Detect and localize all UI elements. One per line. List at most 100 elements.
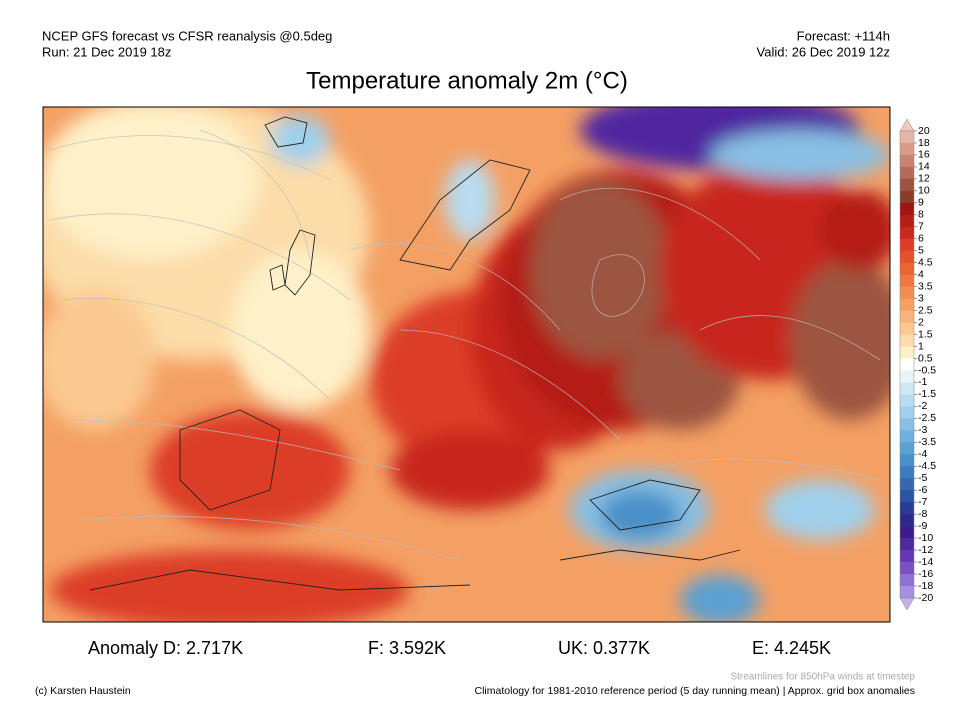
colorbar-label: 18: [918, 137, 930, 149]
colorbar-band: [900, 502, 914, 515]
colorbar-label: 14: [918, 161, 930, 173]
colorbar-triangle: [899, 597, 915, 611]
colorbar-label: -1.5: [918, 388, 936, 400]
colorbar-label: 1.5: [918, 328, 933, 340]
colorbar-label: 3: [918, 292, 924, 304]
colorbar-label: -12: [918, 544, 933, 556]
colorbar-band: [900, 538, 914, 551]
colorbar-label: -18: [918, 580, 933, 592]
colorbar-band: [900, 214, 914, 228]
streamlines-note: Streamlines for 850hPa winds at timestep: [730, 672, 915, 683]
colorbar-label: -2.5: [918, 412, 936, 424]
colorbar-label: -4.5: [918, 460, 936, 472]
colorbar-band: [900, 550, 914, 563]
colorbar-band: [900, 154, 914, 168]
colorbar-band: [900, 310, 914, 323]
colorbar-label: -10: [918, 532, 933, 544]
colorbar-band: [900, 514, 914, 527]
colorbar: 201816141210987654.543.532.521.510.5-0.5…: [899, 118, 936, 611]
colorbar-band: [900, 382, 914, 395]
colorbar-band: [900, 442, 914, 455]
colorbar-band: [900, 202, 914, 216]
colorbar-label: 8: [918, 209, 924, 221]
colorbar-label: -2: [918, 400, 927, 412]
colorbar-label: -6: [918, 484, 927, 496]
colorbar-label: 2.5: [918, 304, 933, 316]
colorbar-label: -9: [918, 520, 927, 532]
copyright: (c) Karsten Haustein: [35, 685, 131, 697]
anomaly-spain: E: 4.245K: [752, 638, 831, 658]
colorbar-frame: [899, 130, 915, 599]
map-frame: [42, 106, 891, 623]
colorbar-label: 4.5: [918, 256, 933, 268]
colorbar-band: [900, 190, 914, 204]
colorbar-band: [900, 286, 914, 299]
colorbar-label: 0.5: [918, 352, 933, 364]
colorbar-band: [900, 418, 914, 431]
colorbar-band: [900, 262, 914, 275]
colorbar-band: [900, 131, 914, 144]
anomaly-france: F: 3.592K: [368, 638, 446, 658]
colorbar-label: 4: [918, 268, 924, 280]
colorbar-label: 12: [918, 173, 930, 185]
colorbar-band: [900, 526, 914, 539]
colorbar-label: -3.5: [918, 436, 936, 448]
header-valid: Valid: 26 Dec 2019 12z: [757, 44, 890, 59]
colorbar-band: [900, 586, 914, 599]
colorbar-label: 6: [918, 233, 924, 245]
anomaly-uk: UK: 0.377K: [558, 638, 650, 658]
colorbar-label: -7: [918, 496, 927, 508]
map: [43, 107, 890, 622]
colorbar-label: -5: [918, 472, 927, 484]
colorbar-label: -16: [918, 568, 933, 580]
coastlines: [89, 116, 741, 591]
colorbar-band: [900, 298, 914, 311]
colorbar-label: -3: [918, 424, 927, 436]
colorbar-band: [900, 394, 914, 407]
colorbar-label: -4: [918, 448, 927, 460]
colorbar-band: [900, 370, 914, 383]
colorbar-triangle: [899, 118, 915, 132]
colorbar-band: [900, 490, 914, 503]
colorbar-label: -0.5: [918, 364, 936, 376]
anomaly-field: [43, 107, 890, 622]
colorbar-band: [900, 274, 914, 287]
climatology-note: Climatology for 1981-2010 reference peri…: [475, 685, 915, 697]
colorbar-label: 7: [918, 221, 924, 233]
map-title: Temperature anomaly 2m (°C): [306, 67, 628, 94]
colorbar-band: [900, 226, 914, 240]
header-forecast: Forecast: +114h: [797, 28, 890, 43]
colorbar-band: [900, 142, 914, 156]
colorbar-band: [900, 334, 914, 347]
colorbar-band: [900, 178, 914, 192]
colorbar-band: [900, 346, 914, 359]
colorbar-band: [900, 250, 914, 264]
colorbar-band: [900, 322, 914, 335]
colorbar-band: [900, 478, 914, 491]
colorbar-label: -20: [918, 592, 933, 604]
colorbar-label: 5: [918, 245, 924, 257]
colorbar-label: -14: [918, 556, 933, 568]
header-model: NCEP GFS forecast vs CFSR reanalysis @0.…: [42, 28, 332, 43]
colorbar-band: [900, 238, 914, 252]
colorbar-label: 16: [918, 149, 930, 161]
colorbar-label: -1: [918, 376, 927, 388]
colorbar-band: [900, 166, 914, 180]
colorbar-band: [900, 562, 914, 575]
colorbar-label: 1: [918, 340, 924, 352]
header-run: Run: 21 Dec 2019 18z: [42, 44, 171, 59]
colorbar-band: [900, 406, 914, 419]
colorbar-label: 2: [918, 316, 924, 328]
colorbar-label: -8: [918, 508, 927, 520]
colorbar-label: 20: [918, 125, 930, 137]
colorbar-band: [900, 466, 914, 479]
colorbar-label: 9: [918, 197, 924, 209]
colorbar-label: 3.5: [918, 280, 933, 292]
colorbar-band: [900, 358, 914, 371]
colorbar-band: [900, 454, 914, 467]
anomaly-germany: Anomaly D: 2.717K: [88, 638, 243, 658]
colorbar-label: 10: [918, 185, 930, 197]
colorbar-band: [900, 430, 914, 443]
